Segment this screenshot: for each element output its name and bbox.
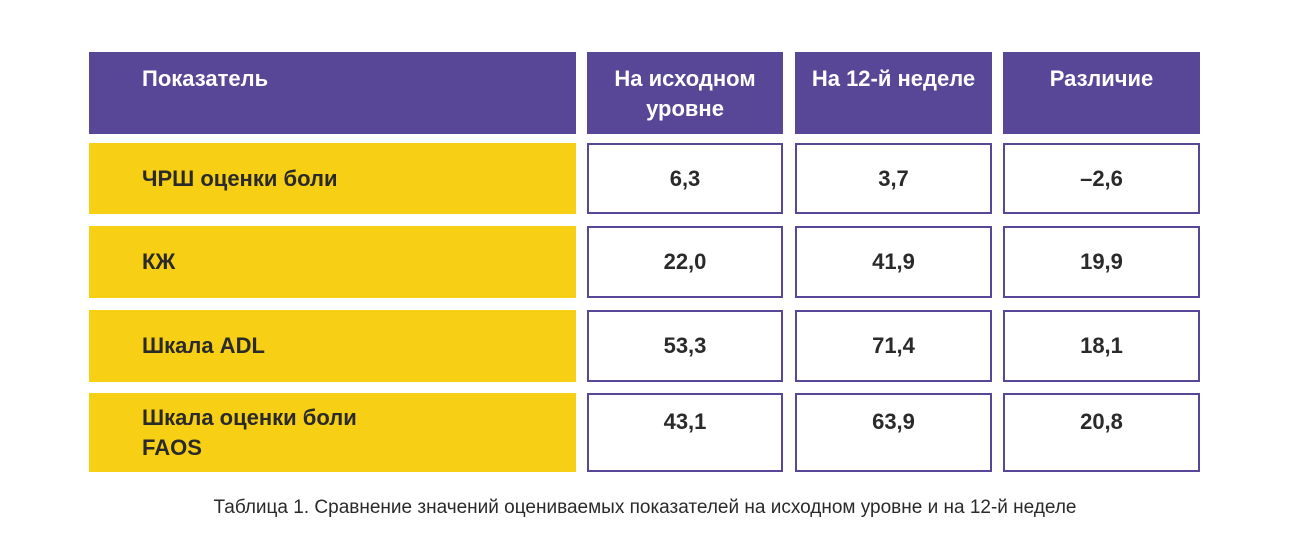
value-week12: 41,9 — [795, 226, 992, 298]
row-label: Шкала оценки боли FAOS — [89, 393, 576, 472]
header-indicator: Показатель — [89, 52, 576, 134]
value-baseline: 43,1 — [587, 393, 783, 472]
value-week12: 71,4 — [795, 310, 992, 382]
value-baseline: 6,3 — [587, 143, 783, 214]
row-label: Шкала ADL — [89, 310, 576, 382]
value-difference: 20,8 — [1003, 393, 1200, 472]
header-baseline: На исходном уровне — [587, 52, 783, 134]
row-label: ЧРШ оценки боли — [89, 143, 576, 214]
value-week12: 3,7 — [795, 143, 992, 214]
value-difference: 18,1 — [1003, 310, 1200, 382]
row-label: КЖ — [89, 226, 576, 298]
header-difference: Различие — [1003, 52, 1200, 134]
value-baseline: 53,3 — [587, 310, 783, 382]
value-difference: –2,6 — [1003, 143, 1200, 214]
value-baseline: 22,0 — [587, 226, 783, 298]
value-difference: 19,9 — [1003, 226, 1200, 298]
header-week12: На 12-й неделе — [795, 52, 992, 134]
table-caption: Таблица 1. Сравнение значений оцениваемы… — [213, 497, 1077, 518]
value-week12: 63,9 — [795, 393, 992, 472]
